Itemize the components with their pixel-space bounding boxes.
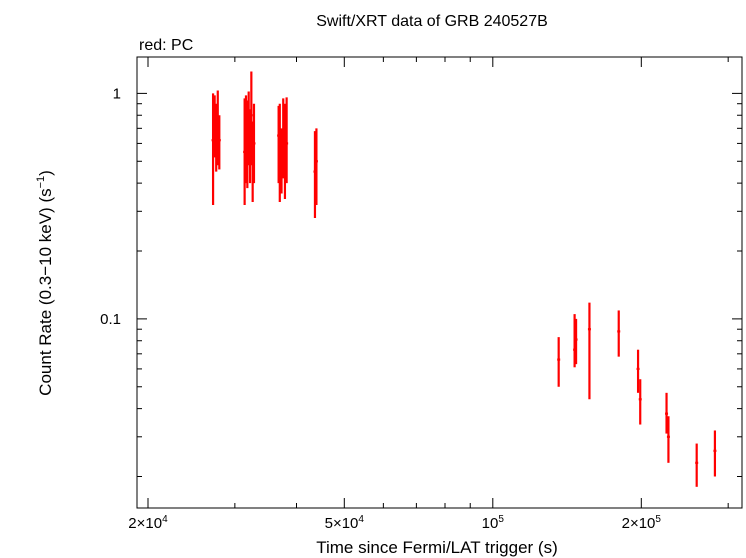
data-point — [252, 103, 256, 184]
x-tick-label: 2×105 — [622, 514, 662, 532]
x-axis-ticks: 2×104 5×104 105 2×105 — [128, 57, 661, 532]
x-tick-label: 2×104 — [128, 514, 168, 532]
y-axis-label-end: ) — [36, 170, 55, 176]
data-point — [636, 349, 640, 393]
x-tick-label: 5×104 — [325, 514, 365, 532]
y-tick-label: 0.1 — [100, 311, 121, 328]
x-tick-label: 105 — [482, 514, 505, 532]
y-axis-label-exponent: −1 — [35, 176, 47, 189]
y-tick-label: 1 — [113, 85, 121, 102]
data-point — [574, 318, 578, 365]
chart-title: Swift/XRT data of GRB 240527B — [316, 13, 548, 30]
y-axis-ticks: 10.1 — [100, 85, 742, 328]
data-point — [666, 416, 670, 463]
chart-subtitle: red: PC — [139, 37, 193, 54]
data-point — [217, 115, 221, 170]
x-axis-label: Time since Fermi/LAT trigger (s) — [316, 538, 558, 557]
data-point — [713, 430, 717, 477]
data-point — [638, 379, 642, 425]
data-point — [314, 128, 318, 205]
plot-frame — [136, 56, 743, 509]
data-point — [557, 337, 561, 387]
y-axis-label-main: Count Rate (0.3−10 keV) (s — [36, 188, 55, 395]
data-point — [285, 97, 289, 184]
data-point — [249, 71, 253, 166]
data-points — [211, 71, 717, 487]
data-point — [665, 392, 669, 434]
data-point — [587, 302, 591, 400]
y-axis-label: Count Rate (0.3−10 keV) (s−1) — [35, 170, 55, 396]
minor-ticks — [137, 57, 742, 508]
data-point — [695, 443, 699, 487]
data-point — [617, 310, 621, 357]
